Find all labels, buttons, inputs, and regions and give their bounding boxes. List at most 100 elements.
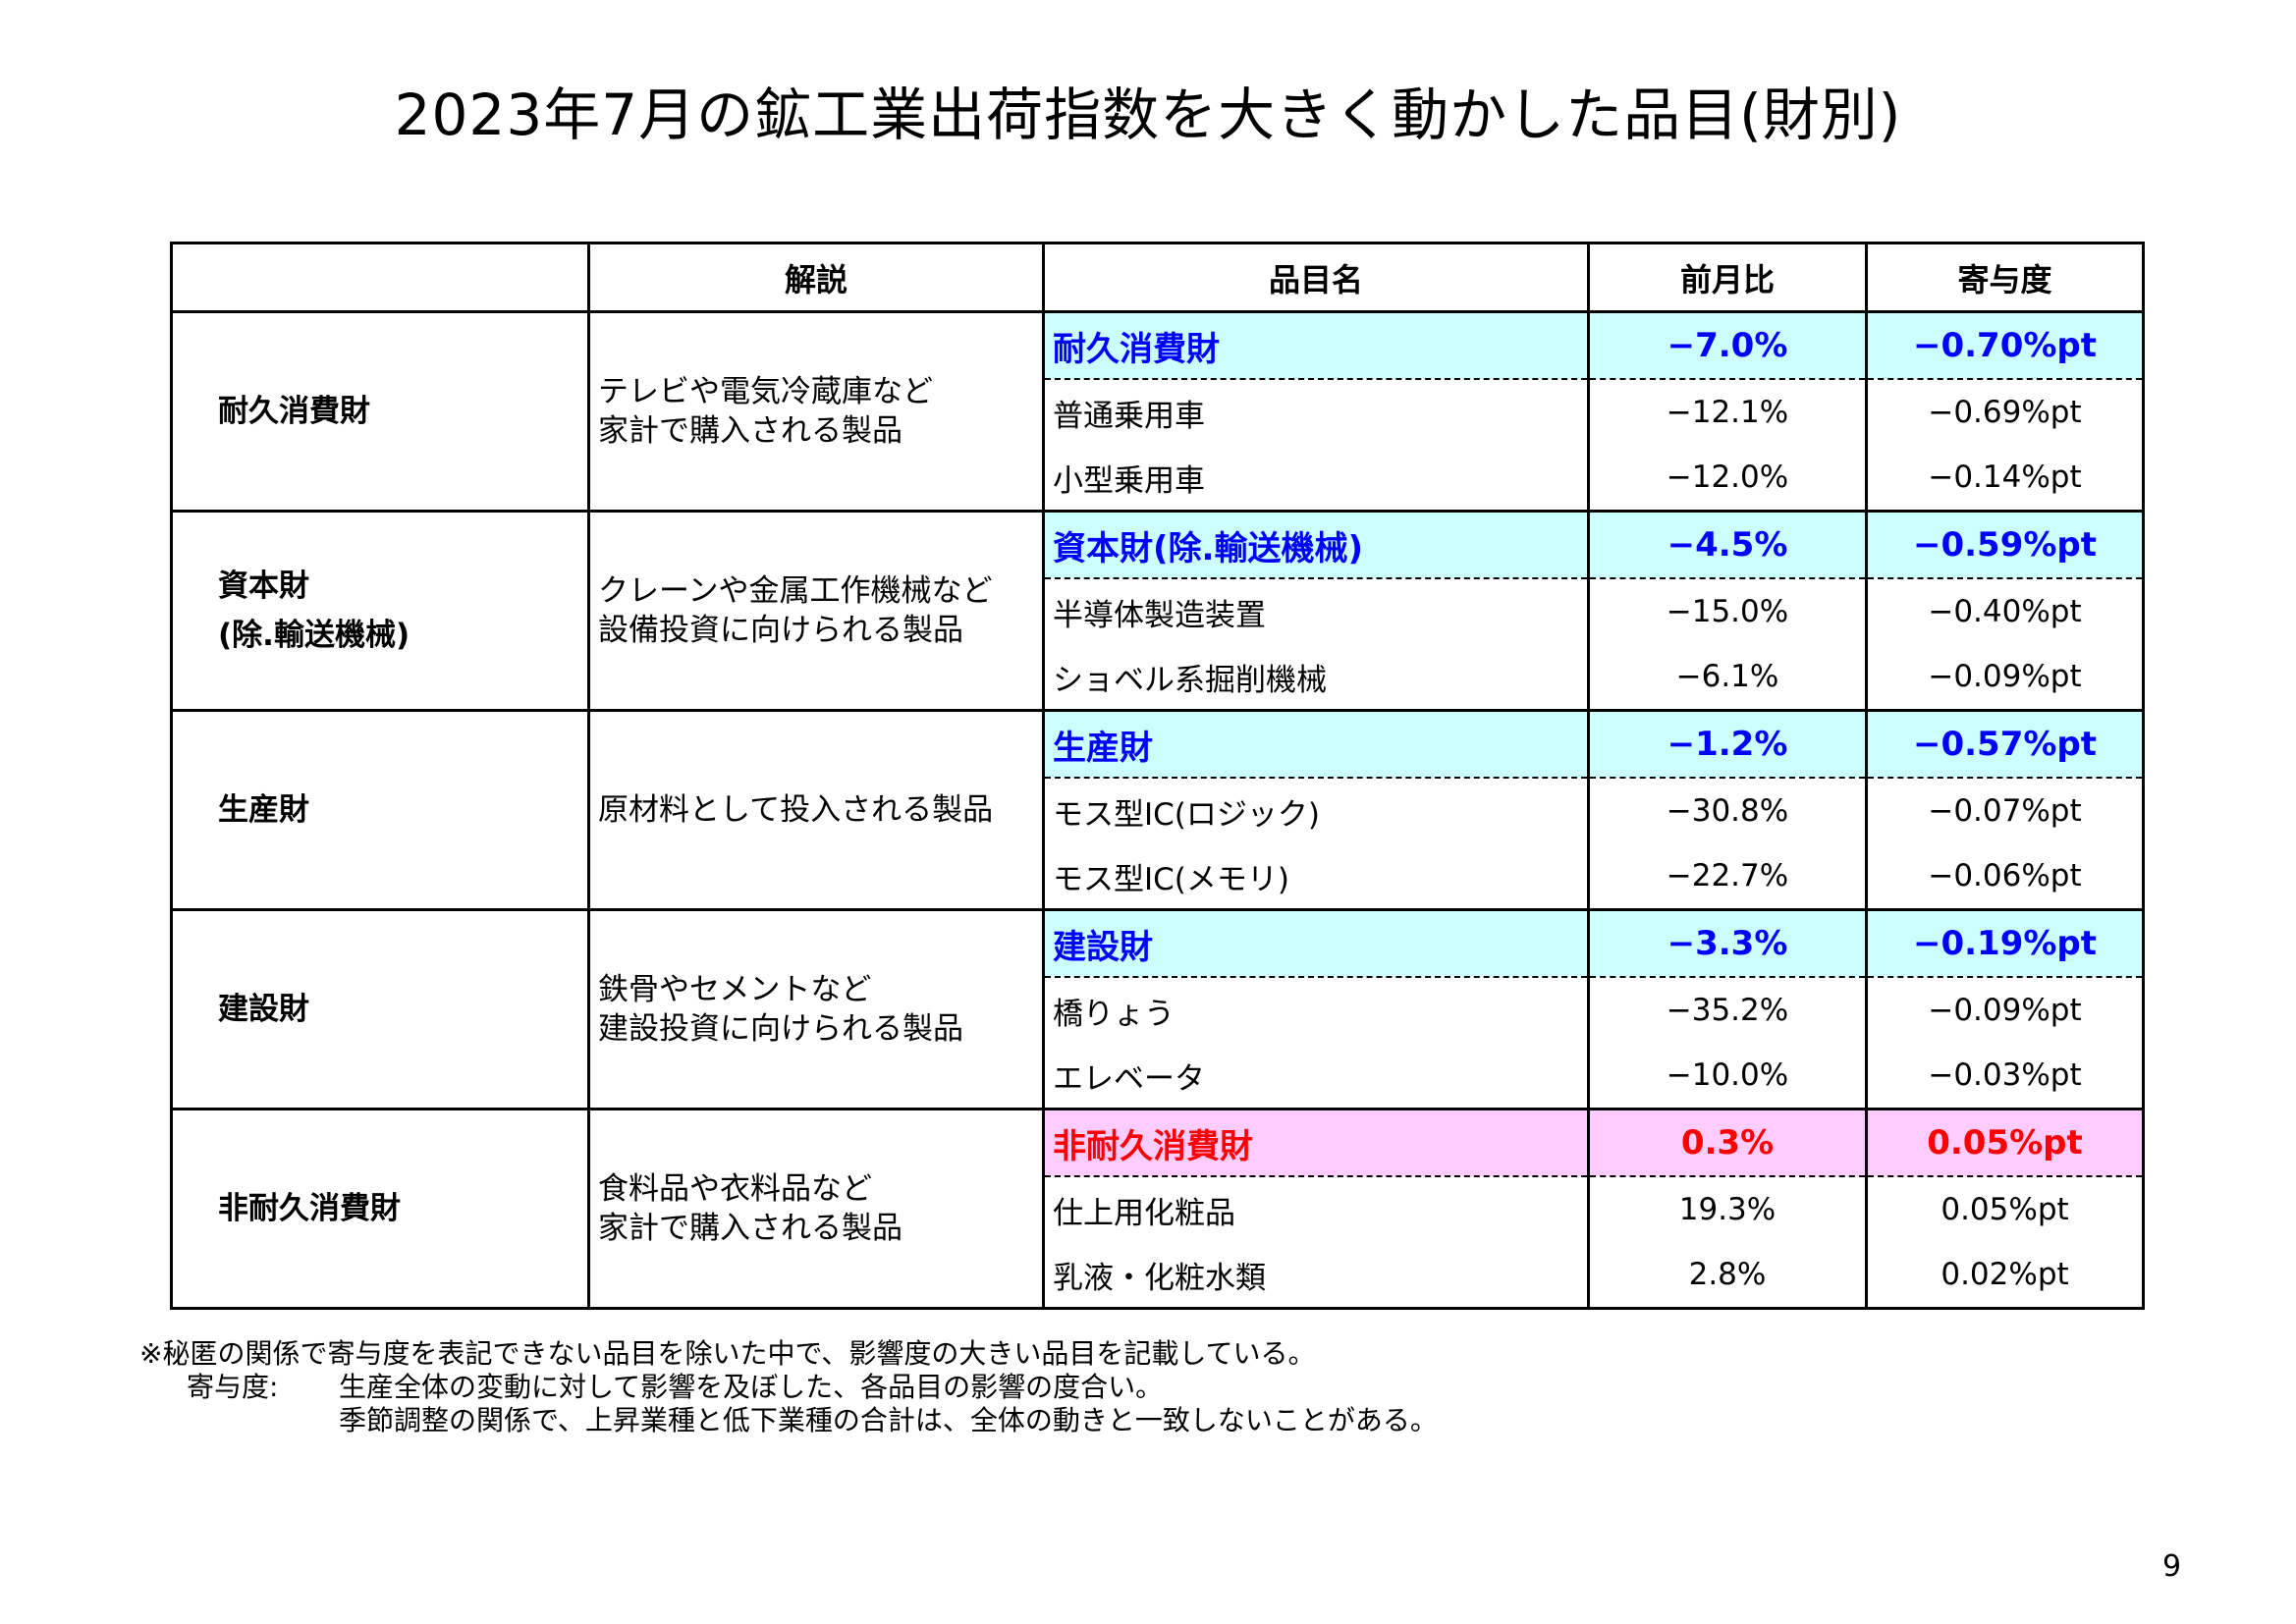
- group-category-label: 耐久消費財: [218, 394, 370, 429]
- table-row: エレベータ −10.0% −0.03%pt: [172, 1043, 2145, 1110]
- item-contribution: −0.03%pt: [1865, 1043, 2145, 1110]
- table-row: 資本財 (除.輸送機械) クレーンや金属工作機械など 設備投資に向けられる製品 …: [170, 510, 2145, 712]
- item-name: ショベル系掘削機械: [1042, 644, 1590, 712]
- header-item-name: 品目名: [1042, 242, 1590, 313]
- summary-item-name: 資本財(除.輸送機械): [1042, 510, 1590, 579]
- summary-mom: −4.5%: [1587, 510, 1868, 579]
- description-line: 家計で購入される製品: [598, 1211, 902, 1246]
- table-row: 小型乗用車 −12.0% −0.14%pt: [172, 445, 2145, 513]
- item-name: 小型乗用車: [1042, 445, 1590, 513]
- description-line: クレーンや金属工作機械など: [598, 573, 993, 609]
- description-line: 原材料として投入される製品: [598, 792, 994, 828]
- table-row: 非耐久消費財 食料品や衣料品など 家計で購入される製品 非耐久消費財 0.3% …: [170, 1108, 2145, 1310]
- footnote-definition: 季節調整の関係で、上昇業種と低下業種の合計は、全体の動きと一致しないことがある。: [339, 1404, 1438, 1436]
- item-mom: −12.0%: [1587, 445, 1868, 513]
- footnote-term: 寄与度:: [187, 1371, 279, 1403]
- header-contribution: 寄与度: [1865, 242, 2145, 313]
- group-category: 非耐久消費財: [170, 1108, 590, 1310]
- item-mom: 19.3%: [1587, 1176, 1868, 1242]
- item-contribution: −0.09%pt: [1865, 977, 2145, 1043]
- item-contribution: −0.06%pt: [1865, 843, 2145, 911]
- item-mom: −15.0%: [1587, 578, 1868, 644]
- item-contribution: −0.09%pt: [1865, 644, 2145, 712]
- summary-item-name: 耐久消費財: [1042, 310, 1590, 380]
- header-month-over-month: 前月比: [1587, 242, 1868, 313]
- item-mom: −35.2%: [1587, 977, 1868, 1043]
- table-row: 耐久消費財 テレビや電気冷蔵庫など 家計で購入される製品 耐久消費財 −7.0%…: [170, 310, 2145, 513]
- table-row: 半導体製造装置 −15.0% −0.40%pt: [172, 578, 2145, 644]
- goods-table: 解説 品目名 前月比 寄与度 耐久消費財 テレビや電気冷蔵庫など 家計で購入され…: [170, 242, 2145, 1310]
- group-description: 食料品や衣料品など 家計で購入される製品: [587, 1108, 1045, 1310]
- summary-contribution: −0.57%pt: [1865, 709, 2145, 779]
- table-row: 橋りょう −35.2% −0.09%pt: [172, 977, 2145, 1043]
- group-category-label: 建設財: [218, 992, 309, 1027]
- group-description: テレビや電気冷蔵庫など 家計で購入される製品: [587, 310, 1045, 513]
- group-category: 生産財: [170, 709, 590, 911]
- table-row: 建設財 鉄骨やセメントなど 建設投資に向けられる製品 建設財 −3.3% −0.…: [170, 908, 2145, 1110]
- group-description: 鉄骨やセメントなど 建設投資に向けられる製品: [587, 908, 1045, 1110]
- item-contribution: −0.14%pt: [1865, 445, 2145, 513]
- table-row: モス型IC(メモリ) −22.7% −0.06%pt: [172, 843, 2145, 911]
- item-mom: −22.7%: [1587, 843, 1868, 911]
- page-title: 2023年7月の鉱工業出荷指数を大きく動かした品目(財別): [394, 81, 1902, 148]
- description-line: 建設投資に向けられる製品: [598, 1011, 963, 1047]
- group-description: 原材料として投入される製品: [587, 709, 1045, 911]
- header-category: [170, 242, 590, 313]
- footnote-line: 季節調整の関係で、上昇業種と低下業種の合計は、全体の動きと一致しないことがある。: [139, 1404, 1438, 1437]
- table-header-row: 解説 品目名 前月比 寄与度: [170, 242, 2145, 313]
- item-mom: 2.8%: [1587, 1242, 1868, 1310]
- description-line: 鉄骨やセメントなど: [598, 972, 872, 1007]
- summary-item-name: 生産財: [1042, 709, 1590, 779]
- item-name: モス型IC(メモリ): [1042, 843, 1590, 911]
- item-name: 乳液・化粧水類: [1042, 1242, 1590, 1310]
- item-name: モス型IC(ロジック): [1042, 778, 1590, 843]
- description-line: 家計で購入される製品: [598, 413, 902, 449]
- item-contribution: 0.05%pt: [1865, 1176, 2145, 1242]
- item-name: エレベータ: [1042, 1043, 1590, 1110]
- summary-contribution: −0.19%pt: [1865, 908, 2145, 978]
- footnote-line: 寄与度: 生産全体の変動に対して影響を及ぼした、各品目の影響の度合い。: [139, 1371, 1438, 1404]
- summary-item-name: 非耐久消費財: [1042, 1108, 1590, 1177]
- group-category-sublabel: (除.輸送機械): [218, 618, 410, 653]
- summary-mom: −7.0%: [1587, 310, 1868, 380]
- group-category-label: 非耐久消費財: [218, 1191, 401, 1226]
- summary-contribution: 0.05%pt: [1865, 1108, 2145, 1177]
- item-contribution: −0.69%pt: [1865, 379, 2145, 445]
- item-contribution: −0.07%pt: [1865, 778, 2145, 843]
- footnote-definition: 生産全体の変動に対して影響を及ぼした、各品目の影響の度合い。: [339, 1371, 1164, 1403]
- group-category-label: 資本財: [218, 568, 309, 604]
- item-mom: −30.8%: [1587, 778, 1868, 843]
- group-category-label: 生産財: [218, 792, 309, 828]
- footnote-line: ※秘匿の関係で寄与度を表記できない品目を除いた中で、影響度の大きい品目を記載して…: [139, 1337, 1316, 1370]
- summary-item-name: 建設財: [1042, 908, 1590, 978]
- table-row: 仕上用化粧品 19.3% 0.05%pt: [172, 1176, 2145, 1242]
- description-line: 設備投資に向けられる製品: [598, 613, 963, 648]
- item-name: 普通乗用車: [1042, 379, 1590, 445]
- table-row: 乳液・化粧水類 2.8% 0.02%pt: [172, 1242, 2145, 1310]
- item-contribution: −0.40%pt: [1865, 578, 2145, 644]
- group-category: 耐久消費財: [170, 310, 590, 513]
- item-mom: −6.1%: [1587, 644, 1868, 712]
- page-number: 9: [2162, 1549, 2182, 1584]
- group-description: クレーンや金属工作機械など 設備投資に向けられる製品: [587, 510, 1045, 712]
- summary-mom: −1.2%: [1587, 709, 1868, 779]
- table-row: ショベル系掘削機械 −6.1% −0.09%pt: [172, 644, 2145, 712]
- group-category: 資本財 (除.輸送機械): [170, 510, 590, 712]
- table-row: 生産財 原材料として投入される製品 生産財 −1.2% −0.57%pt: [170, 709, 2145, 911]
- summary-contribution: −0.70%pt: [1865, 310, 2145, 380]
- item-mom: −12.1%: [1587, 379, 1868, 445]
- item-name: 仕上用化粧品: [1042, 1176, 1590, 1242]
- summary-mom: 0.3%: [1587, 1108, 1868, 1177]
- table-row: モス型IC(ロジック) −30.8% −0.07%pt: [172, 778, 2145, 843]
- item-name: 橋りょう: [1042, 977, 1590, 1043]
- group-category: 建設財: [170, 908, 590, 1110]
- header-description: 解説: [587, 242, 1045, 313]
- footnotes: ※秘匿の関係で寄与度を表記できない品目を除いた中で、影響度の大きい品目を記載して…: [139, 1337, 1438, 1437]
- item-name: 半導体製造装置: [1042, 578, 1590, 644]
- summary-mom: −3.3%: [1587, 908, 1868, 978]
- item-mom: −10.0%: [1587, 1043, 1868, 1110]
- description-line: 食料品や衣料品など: [598, 1171, 872, 1207]
- item-contribution: 0.02%pt: [1865, 1242, 2145, 1310]
- table-row: 普通乗用車 −12.1% −0.69%pt: [172, 379, 2145, 445]
- summary-contribution: −0.59%pt: [1865, 510, 2145, 579]
